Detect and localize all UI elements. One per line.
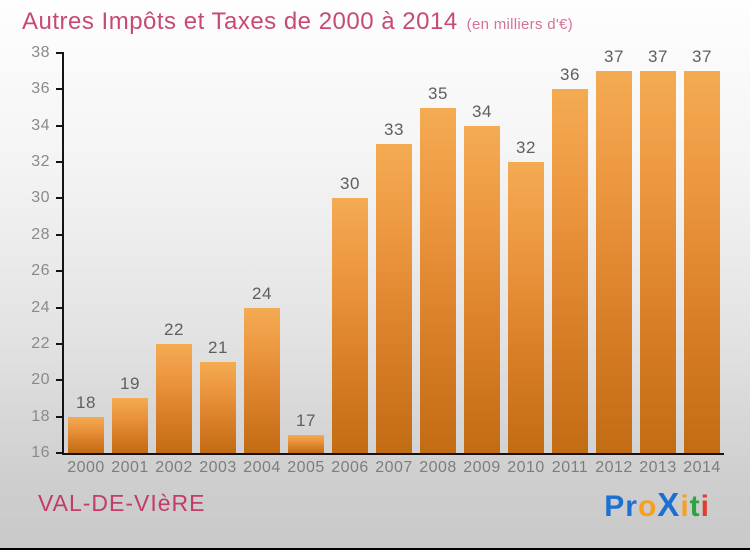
y-axis-tick xyxy=(56,124,64,127)
bar-2000 xyxy=(68,417,104,453)
y-axis-tick xyxy=(56,379,64,382)
y-axis-tick xyxy=(56,452,64,454)
logo-letter: X xyxy=(657,486,681,523)
bar-value-label: 21 xyxy=(208,338,228,357)
x-axis-label-2010: 2010 xyxy=(507,459,545,476)
plot-area: 16 18 20 22 24 26 28 30 32 34 36 38 18 2000 19 2001 22 20… xyxy=(31,44,724,476)
bar-2011 xyxy=(552,89,588,453)
y-axis-tick xyxy=(56,88,64,91)
x-axis-label-2008: 2008 xyxy=(419,459,457,476)
logo-letter: o xyxy=(637,490,658,523)
place-name-label: VAL-DE-VIèRE xyxy=(38,490,206,516)
bar-2014 xyxy=(684,71,720,453)
chart-header: Autres Impôts et Taxes de 2000 à 2014 (en… xyxy=(22,8,573,36)
bar-2010 xyxy=(508,162,544,453)
y-axis-tick xyxy=(56,415,64,418)
bar-value-label: 37 xyxy=(692,47,712,66)
bar-value-label: 37 xyxy=(604,47,624,66)
x-axis-label-2000: 2000 xyxy=(67,459,105,476)
x-axis-label-2002: 2002 xyxy=(155,459,193,476)
bar-value-label: 36 xyxy=(560,65,580,84)
bar-2007 xyxy=(376,144,412,453)
x-axis-label-2001: 2001 xyxy=(111,459,149,476)
bar-2012 xyxy=(596,71,632,453)
y-axis-tick-label: 22 xyxy=(31,334,50,352)
logo-letter: i xyxy=(680,490,690,523)
bar-2013 xyxy=(640,71,676,453)
x-axis-label-2013: 2013 xyxy=(639,459,677,476)
y-axis-tick-label: 24 xyxy=(31,298,50,316)
x-axis-label-2011: 2011 xyxy=(551,459,589,476)
x-axis-label-2004: 2004 xyxy=(243,459,281,476)
x-axis-label-2006: 2006 xyxy=(331,459,369,476)
logo-letter: i xyxy=(700,490,710,523)
bar-2001 xyxy=(112,398,148,453)
bar-value-label: 37 xyxy=(648,47,668,66)
x-axis-label-2003: 2003 xyxy=(199,459,237,476)
y-axis-tick-label: 16 xyxy=(31,444,50,461)
bar-value-label: 35 xyxy=(428,84,448,103)
bar-2004 xyxy=(244,308,280,453)
bar-value-label: 19 xyxy=(120,374,140,393)
y-axis-tick-label: 34 xyxy=(31,116,50,134)
y-axis-tick xyxy=(56,52,64,54)
x-axis-label-2009: 2009 xyxy=(463,459,501,476)
y-axis-tick-label: 26 xyxy=(31,262,50,280)
bar-value-label: 34 xyxy=(472,102,492,121)
logo-letter: P xyxy=(604,490,626,523)
y-axis-tick xyxy=(56,306,64,309)
x-axis-label-2007: 2007 xyxy=(375,459,413,476)
y-axis-tick-label: 30 xyxy=(31,189,50,207)
y-axis-tick-label: 36 xyxy=(31,80,50,98)
y-axis-tick-label: 28 xyxy=(31,225,50,243)
chart-title: Autres Impôts et Taxes de 2000 à 2014 xyxy=(22,8,458,35)
logo-letter: r xyxy=(625,490,638,523)
y-axis-tick-label: 18 xyxy=(31,407,50,425)
bar-value-label: 24 xyxy=(252,284,272,303)
logo-letter: t xyxy=(689,490,701,523)
bar-2009 xyxy=(464,126,500,453)
bar-value-label: 32 xyxy=(516,138,536,157)
y-axis-tick-label: 38 xyxy=(31,44,50,61)
bar-value-label: 22 xyxy=(164,320,184,339)
y-axis-tick xyxy=(56,197,64,200)
bar-value-label: 18 xyxy=(76,393,96,412)
bar-value-label: 30 xyxy=(340,174,360,193)
bar-value-label: 33 xyxy=(384,120,404,139)
x-axis-label-2005: 2005 xyxy=(287,459,325,476)
y-axis-tick xyxy=(56,161,64,164)
bar-2008 xyxy=(420,108,456,453)
bar-2005 xyxy=(288,435,324,453)
bar-2003 xyxy=(200,362,236,453)
x-axis-label-2014: 2014 xyxy=(683,459,721,476)
y-axis-tick-label: 20 xyxy=(31,371,50,389)
y-axis-tick xyxy=(56,270,64,273)
y-axis-tick-label: 32 xyxy=(31,153,50,171)
bar-value-label: 17 xyxy=(296,411,316,430)
y-axis-tick xyxy=(56,233,64,236)
chart-subtitle: (en milliers d'€) xyxy=(466,16,573,33)
x-axis-label-2012: 2012 xyxy=(595,459,633,476)
bar-2006 xyxy=(332,198,368,453)
y-axis-tick xyxy=(56,342,64,345)
proxiti-logo[interactable]: ProXiti xyxy=(604,486,710,524)
bar-2002 xyxy=(156,344,192,453)
